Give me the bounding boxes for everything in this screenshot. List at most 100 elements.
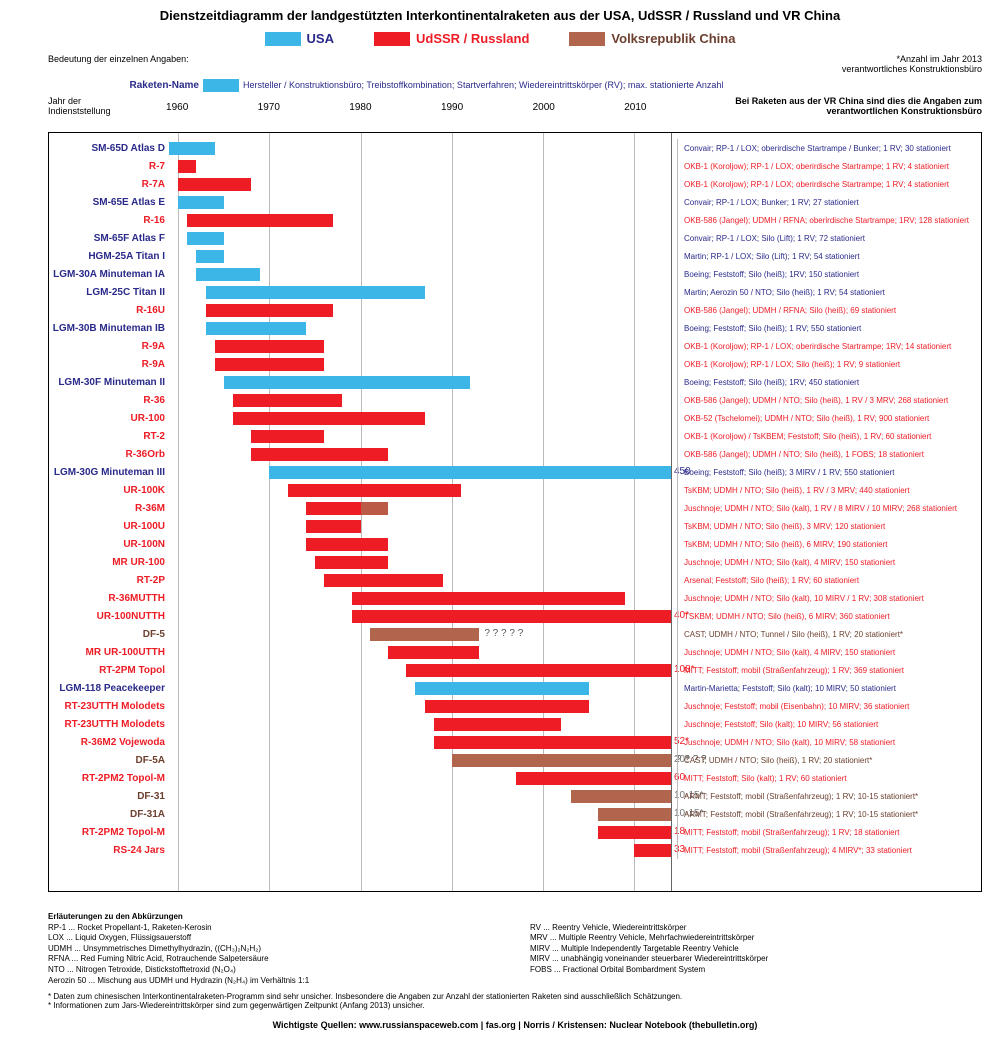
row-bar-area: [169, 358, 671, 371]
row-desc: Convair; RP-1 / LOX; oberirdische Startr…: [677, 139, 981, 157]
row-desc: MITT; Feststoff; Silo (kalt); 1 RV; 60 s…: [677, 769, 981, 787]
row-bar: [187, 214, 333, 227]
missile-row: RT-23UTTH MolodetsJuschnoje; Feststoff; …: [49, 697, 981, 715]
row-bar-area: [169, 538, 671, 551]
example-bar: [203, 79, 239, 92]
chart-plot: SM-65D Atlas DConvair; RP-1 / LOX; oberi…: [48, 132, 982, 892]
footer-line: LOX ... Liquid Oxygen, Flüssigsauerstoff: [48, 933, 500, 943]
swatch-ussr: [374, 32, 410, 46]
row-bar: [178, 178, 251, 191]
row-bar-area: [169, 286, 671, 299]
row-bar-area: [169, 700, 671, 713]
missile-row: LGM-30G Minuteman III450Boeing; Feststof…: [49, 463, 981, 481]
row-label: RT-2PM Topol: [49, 665, 169, 676]
header-right-1: *Anzahl im Jahr 2013: [662, 54, 982, 64]
missile-row: RT-2PM2 Topol-M60MITT; Feststoff; Silo (…: [49, 769, 981, 787]
row-desc: OKB-586 (Jangel); UDMH / NTO; Silo (heiß…: [677, 445, 981, 463]
missile-row: R-16OKB-586 (Jangel); UDMH / RFNA; oberi…: [49, 211, 981, 229]
row-bar: [206, 286, 425, 299]
row-label: R-7A: [49, 179, 169, 190]
row-desc: MITT; Feststoff; mobil (Straßenfahrzeug)…: [677, 661, 981, 679]
row-label: R-36M2 Vojewoda: [49, 737, 169, 748]
missile-row: UR-100KTsKBM; UDMH / NTO; Silo (heiß), 1…: [49, 481, 981, 499]
footer-src: Wichtigste Quellen: www.russianspaceweb.…: [48, 1020, 982, 1030]
footer-note: * Daten zum chinesischen Interkontinenta…: [48, 992, 982, 1001]
uncertainty-marks: ? ? ? ? ?: [484, 628, 523, 639]
row-desc: MITT; Feststoff; mobil (Straßenfahrzeug)…: [677, 841, 981, 859]
row-bar: [178, 160, 196, 173]
row-bar-area: [169, 376, 671, 389]
tick-label: 2010: [624, 102, 646, 113]
row-desc: Martin-Marietta; Feststoff; Silo (kalt);…: [677, 679, 981, 697]
row-bar-area: [169, 448, 671, 461]
row-bar: [516, 772, 671, 785]
row-label: UR-100N: [49, 539, 169, 550]
legend-usa-label: USA: [307, 31, 334, 46]
row-bar-area: [169, 196, 671, 209]
row-desc: Martin; RP-1 / LOX; Silo (Lift); 1 RV; 5…: [677, 247, 981, 265]
row-bar-area: [169, 214, 671, 227]
row-label: DF-31A: [49, 809, 169, 820]
row-label: SM-65F Atlas F: [49, 233, 169, 244]
row-label: LGM-30G Minuteman III: [49, 467, 169, 478]
footer-line: MRV ... Multiple Reentry Vehicle, Mehrfa…: [530, 933, 982, 943]
row-bar: [206, 304, 334, 317]
row-label: R-9A: [49, 341, 169, 352]
row-desc: OKB-1 (Koroljow); RP-1 / LOX; oberirdisc…: [677, 157, 981, 175]
row-label: RT-2P: [49, 575, 169, 586]
row-desc: Juschnoje; UDMH / NTO; Silo (kalt), 1 RV…: [677, 499, 981, 517]
missile-row: RT-2PM2 Topol-M18MITT; Feststoff; mobil …: [49, 823, 981, 841]
row-bar-area: [169, 394, 671, 407]
row-bar-area: [169, 232, 671, 245]
row-label: RT-23UTTH Molodets: [49, 719, 169, 730]
row-bar-area: [169, 592, 671, 605]
row-desc: TsKBM; UDMH / NTO; Silo (heiß), 3 MRV; 1…: [677, 517, 981, 535]
row-desc: OKB-1 (Koroljow); RP-1 / LOX; Silo (heiß…: [677, 355, 981, 373]
row-desc: Convair; RP-1 / LOX; Bunker; 1 RV; 27 st…: [677, 193, 981, 211]
footer-note: * Informationen zum Jars-Wiedereintritts…: [48, 1001, 982, 1010]
missile-row: RT-23UTTH MolodetsJuschnoje; Feststoff; …: [49, 715, 981, 733]
row-bar: [206, 322, 306, 335]
row-bar-area: ? ? ? ? ?: [169, 628, 671, 641]
row-desc: Convair; RP-1 / LOX; Silo (Lift); 1 RV; …: [677, 229, 981, 247]
missile-row: R-36M2 Vojewoda52*Juschnoje; UDMH / NTO;…: [49, 733, 981, 751]
row-desc: OKB-586 (Jangel); UDMH / RFNA; oberirdis…: [677, 211, 981, 229]
row-desc: OKB-586 (Jangel); UDMH / NTO; Silo (heiß…: [677, 391, 981, 409]
row-label: RT-2PM2 Topol-M: [49, 773, 169, 784]
row-bar: [415, 682, 588, 695]
row-bar: [425, 700, 589, 713]
row-label: MR UR-100UTTH: [49, 647, 169, 658]
row-bar: [634, 844, 671, 857]
row-bar: [352, 592, 626, 605]
row-bar: [324, 574, 443, 587]
row-label: SM-65E Atlas E: [49, 197, 169, 208]
row-bar-area: [169, 268, 671, 281]
row-bar-area: 108*: [169, 664, 671, 677]
rows-area: SM-65D Atlas DConvair; RP-1 / LOX; oberi…: [49, 139, 981, 859]
row-bar: [215, 358, 325, 371]
row-desc: TSKBM; UDMH / NTO; Silo (heiß), 6 MIRV; …: [677, 607, 981, 625]
missile-row: LGM-30B Minuteman IBBoeing; Feststoff; S…: [49, 319, 981, 337]
row-bar-area: [169, 412, 671, 425]
missile-row: HGM-25A Titan IMartin; RP-1 / LOX; Silo …: [49, 247, 981, 265]
footer-col-right: RV ... Reentry Vehicle, Wiedereintrittsk…: [530, 912, 982, 986]
row-bar: [352, 610, 671, 623]
row-bar: [306, 538, 388, 551]
row-bar-area: [169, 520, 671, 533]
row-bar: [196, 250, 223, 263]
row-label: DF-5A: [49, 755, 169, 766]
row-label: LGM-25C Titan II: [49, 287, 169, 298]
example-row: Raketen-Name Hersteller / Konstruktionsb…: [48, 76, 992, 94]
legend-usa: USA: [265, 31, 334, 46]
row-label: LGM-118 Peacekeeper: [49, 683, 169, 694]
missile-row: DF-5A? ? ? ?20*CAST; UDMH / NTO; Silo (h…: [49, 751, 981, 769]
row-label: LGM-30A Minuteman IA: [49, 269, 169, 280]
tick-label: 1960: [166, 102, 188, 113]
row-label: UR-100: [49, 413, 169, 424]
row-label: DF-31: [49, 791, 169, 802]
row-bar-overlay: [361, 502, 388, 515]
row-bar: [598, 826, 671, 839]
row-bar: [196, 268, 260, 281]
missile-row: R-7AOKB-1 (Koroljow); RP-1 / LOX; oberir…: [49, 175, 981, 193]
missile-row: UR-100OKB-52 (Tschelomei); UDMH / NTO; S…: [49, 409, 981, 427]
